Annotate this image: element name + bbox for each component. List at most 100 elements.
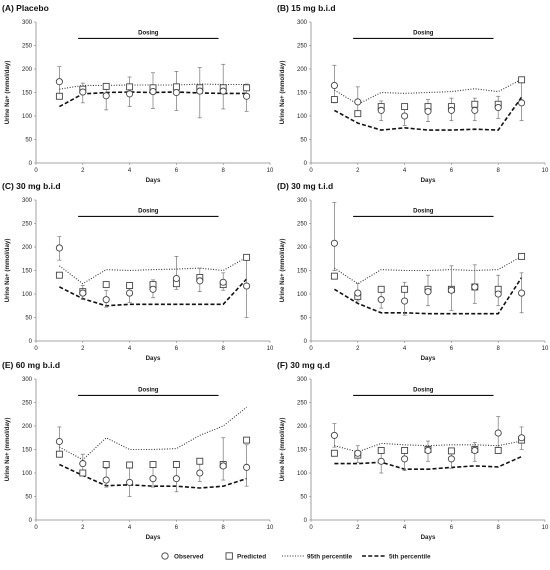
observed-point bbox=[330, 239, 338, 247]
observed-point bbox=[55, 244, 63, 252]
y-tick-label: 300 bbox=[297, 198, 308, 204]
y-tick-label: 100 bbox=[22, 292, 33, 298]
observed-point bbox=[219, 278, 227, 286]
y-tick-label: 0 bbox=[29, 339, 33, 345]
predicted-point bbox=[55, 92, 63, 100]
predicted-point bbox=[377, 285, 385, 293]
predicted-point bbox=[518, 252, 526, 260]
y-axis-label: Urine Na+ (mmol/day) bbox=[4, 239, 11, 303]
y-tick-label: 0 bbox=[29, 518, 33, 524]
x-tick-label: 10 bbox=[542, 346, 549, 352]
observed-point bbox=[424, 107, 432, 115]
observed-point bbox=[196, 87, 204, 95]
observed-point bbox=[55, 78, 63, 86]
x-tick-label: 10 bbox=[267, 168, 274, 174]
predicted-point bbox=[126, 83, 134, 91]
p5-line bbox=[334, 455, 522, 471]
predicted-point bbox=[172, 461, 180, 468]
observed-point bbox=[518, 289, 526, 297]
observed-point bbox=[79, 289, 87, 297]
y-tick-label: 200 bbox=[22, 245, 33, 251]
observed-point bbox=[243, 92, 251, 100]
panel-1: (A) Placebo 0 50 100 150 200 250 300 0 2 4 6 8 10 Days… bbox=[2, 3, 274, 184]
observed-point bbox=[377, 296, 385, 304]
observed-point bbox=[102, 476, 110, 484]
x-tick-label: 6 bbox=[175, 168, 179, 174]
panel-title: (B) 15 mg b.i.d bbox=[277, 3, 336, 13]
y-tick-label: 0 bbox=[304, 161, 308, 167]
y-tick-label: 50 bbox=[25, 138, 32, 144]
predicted-point bbox=[243, 84, 251, 92]
observed-point bbox=[196, 469, 204, 477]
observed-point bbox=[55, 437, 63, 446]
x-tick-label: 0 bbox=[34, 168, 38, 174]
y-tick-label: 200 bbox=[22, 424, 33, 430]
legend: Observed Predicted 95th percentile 5th p… bbox=[161, 552, 431, 561]
x-axis-label: Days bbox=[146, 534, 161, 541]
predicted-point bbox=[401, 446, 409, 454]
predicted-point bbox=[243, 436, 251, 444]
x-tick-label: 8 bbox=[497, 346, 501, 352]
y-tick-label: 200 bbox=[297, 245, 308, 251]
observed-point bbox=[518, 99, 526, 107]
panel-title: (A) Placebo bbox=[2, 3, 49, 13]
x-tick-label: 0 bbox=[309, 168, 313, 174]
observed-point bbox=[471, 283, 479, 291]
predicted-point bbox=[330, 96, 338, 104]
observed-point bbox=[377, 106, 385, 114]
observed-point bbox=[172, 88, 180, 97]
observed-point bbox=[447, 106, 455, 114]
y-axis-label: Urine Na+ (mmol/day) bbox=[279, 239, 286, 303]
predicted-point bbox=[401, 285, 409, 293]
observed-point bbox=[126, 478, 134, 486]
legend-p95-label: 95th percentile bbox=[307, 554, 353, 561]
panel-title: (F) 30 mg q.d bbox=[277, 360, 330, 370]
legend-observed-marker bbox=[161, 552, 169, 560]
y-tick-label: 100 bbox=[297, 292, 308, 298]
x-tick-label: 8 bbox=[222, 525, 226, 531]
observed-point bbox=[401, 455, 409, 463]
x-tick-label: 4 bbox=[128, 346, 132, 352]
y-tick-label: 100 bbox=[22, 114, 33, 120]
observed-point bbox=[243, 282, 251, 290]
observed-point bbox=[126, 90, 134, 98]
x-tick-label: 6 bbox=[450, 346, 454, 352]
legend-predicted-label: Predicted bbox=[237, 554, 266, 561]
p95-line bbox=[59, 406, 247, 461]
y-tick-label: 200 bbox=[297, 424, 308, 430]
y-tick-label: 300 bbox=[22, 20, 33, 26]
observed-point bbox=[494, 290, 502, 298]
y-tick-label: 200 bbox=[297, 67, 308, 73]
observed-point bbox=[126, 289, 134, 297]
observed-point bbox=[471, 446, 479, 454]
x-tick-label: 0 bbox=[309, 346, 313, 352]
predicted-point bbox=[494, 446, 502, 454]
predicted-point bbox=[149, 461, 157, 468]
y-tick-label: 250 bbox=[297, 222, 308, 228]
y-tick-label: 250 bbox=[297, 401, 308, 407]
y-tick-label: 250 bbox=[22, 44, 33, 50]
observed-point bbox=[79, 88, 87, 96]
observed-point bbox=[149, 285, 157, 293]
predicted-point bbox=[330, 449, 338, 457]
observed-point bbox=[494, 429, 502, 437]
predicted-point bbox=[471, 100, 479, 108]
y-tick-label: 50 bbox=[300, 316, 307, 322]
p5-line bbox=[59, 278, 248, 307]
x-tick-label: 10 bbox=[267, 346, 274, 352]
y-axis-label: Urine Na+ (mmol/day) bbox=[4, 418, 11, 482]
y-tick-label: 150 bbox=[22, 448, 33, 454]
predicted-point bbox=[126, 461, 134, 469]
observed-point bbox=[196, 277, 204, 285]
observed-point bbox=[447, 286, 455, 294]
dosing-label: Dosing bbox=[413, 208, 434, 214]
x-tick-label: 8 bbox=[497, 525, 501, 531]
x-tick-label: 6 bbox=[175, 525, 179, 531]
predicted-point bbox=[447, 447, 455, 455]
y-tick-label: 300 bbox=[297, 20, 308, 26]
x-axis-label: Days bbox=[146, 355, 161, 362]
dosing-label: Dosing bbox=[138, 387, 159, 393]
dosing-label: Dosing bbox=[138, 30, 159, 36]
y-tick-label: 100 bbox=[22, 471, 33, 477]
